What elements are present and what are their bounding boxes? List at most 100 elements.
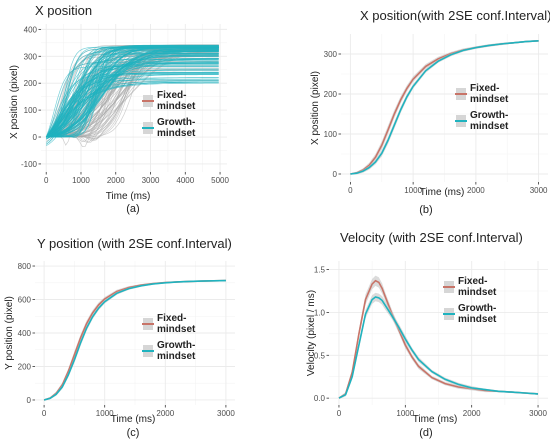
x-tick-label: 1000 (404, 186, 422, 195)
legend-key-fixed (142, 95, 154, 107)
legend-label-line: Fixed- (157, 90, 186, 101)
legend-key-fixed (455, 88, 467, 100)
legend-label-line: mindset (470, 121, 509, 132)
axes: 0 1000 2000 3000 0 100 200 300 (324, 50, 548, 195)
trajectory-line (46, 59, 219, 140)
y-tick-label: 200 (18, 362, 32, 371)
legend: Fixed-mindset Growth-mindset (443, 276, 497, 325)
x-axis-label: Time (ms) (413, 414, 458, 425)
legend-label: Growth-mindset (157, 117, 196, 139)
series-line-growth (43, 279, 226, 401)
legend-label-line: mindset (157, 101, 196, 112)
legend-label-line: mindset (157, 324, 196, 335)
legend-label: Fixed-mindset (470, 83, 509, 105)
y-axis-label: X position (pixel) (310, 71, 321, 145)
trajectory-line (45, 51, 219, 138)
legend-label: Fixed-mindset (458, 276, 497, 298)
y-tick-label: 0 (33, 133, 38, 142)
trajectory-line (45, 78, 219, 138)
legend-label-line: mindset (470, 94, 509, 105)
x-axis-label: Time (ms) (420, 187, 465, 198)
series-layer (338, 275, 539, 399)
y-tick-label: 1.0 (314, 308, 326, 317)
chart-title: X position(with 2SE conf.Interval) (360, 8, 550, 23)
trajectory-line (45, 53, 219, 138)
x-axis-label: Time (ms) (106, 191, 151, 202)
y-tick-label: 0.0 (314, 394, 326, 403)
x-axis-label: Time (ms) (111, 414, 156, 425)
y-tick-label: 800 (18, 262, 32, 271)
trajectory-line (46, 60, 219, 138)
y-tick-label: 400 (24, 25, 38, 34)
y-tick-label: 0 (27, 396, 32, 405)
y-tick-label: 0 (333, 170, 338, 179)
legend-label-line: Growth- (157, 117, 195, 128)
legend-label: Fixed-mindset (157, 313, 196, 335)
trajectory-line (46, 45, 219, 138)
panel-b: 0 1000 2000 3000 0 100 200 300 X position(with 2… (310, 8, 550, 216)
legend-label-line: Fixed- (157, 313, 186, 324)
legend-key-growth (455, 115, 467, 127)
axes: 0 1000 2000 3000 0.0 0.5 1.0 1.5 (314, 266, 548, 418)
grid (35, 261, 235, 405)
trajectory-line (45, 81, 219, 138)
x-tick-label: 2000 (107, 176, 125, 185)
x-tick-label: 0 (44, 176, 49, 185)
x-tick-label: 5000 (211, 176, 229, 185)
series-layer (43, 279, 226, 401)
series-line-growth (338, 296, 539, 399)
legend-label-line: Fixed- (470, 83, 499, 94)
y-tick-label: 200 (324, 90, 338, 99)
panel-a: 0 1000 2000 3000 4000 5000 -100 0 100 200 300 400 X … (9, 3, 229, 215)
panel-label: (a) (126, 203, 139, 215)
axes: 0 1000 2000 3000 0 200 400 600 800 (18, 262, 236, 418)
x-tick-label: 3000 (530, 186, 548, 195)
y-tick-label: 200 (24, 79, 38, 88)
x-tick-label: 0 (348, 186, 353, 195)
legend-label: Fixed-mindset (157, 90, 196, 112)
legend-key-fixed (142, 318, 154, 330)
series-line-growth (350, 40, 539, 175)
x-tick-label: 4000 (176, 176, 194, 185)
legend-label-line: Growth- (458, 303, 496, 314)
y-tick-label: 400 (18, 329, 32, 338)
legend-key-fixed (443, 281, 455, 293)
chart-title: X position (35, 3, 92, 18)
x-tick-label: 1000 (72, 176, 90, 185)
y-tick-label: 300 (24, 52, 38, 61)
y-axis-label: X position (pixel) (9, 65, 20, 139)
x-tick-label: 1000 (96, 409, 114, 418)
axes: 0 1000 2000 3000 4000 5000 -100 0 100 200 300 400 (21, 25, 230, 185)
legend-label-line: Fixed- (458, 276, 487, 287)
chart-title: Y position (with 2SE conf.Interval) (37, 236, 232, 251)
series-layer (45, 44, 219, 147)
trajectory-line (46, 54, 219, 138)
trajectory-line (46, 46, 219, 138)
x-tick-label: 2000 (156, 409, 174, 418)
y-tick-label: 1.5 (314, 266, 326, 275)
legend-key-growth (443, 308, 455, 320)
legend-label: Growth-mindset (458, 303, 497, 325)
x-tick-label: 3000 (217, 409, 235, 418)
ci-band-growth (44, 280, 226, 401)
trajectory-line (46, 47, 219, 138)
panel-label: (b) (419, 204, 432, 216)
x-tick-label: 0 (337, 409, 342, 418)
trajectory-line (45, 62, 219, 138)
legend-label-line: mindset (157, 128, 196, 139)
x-tick-label: 3000 (142, 176, 160, 185)
x-tick-label: 1000 (396, 409, 414, 418)
series-layer (350, 40, 539, 175)
legend-label-line: mindset (157, 351, 196, 362)
legend-label-line: mindset (458, 287, 497, 298)
trajectory-line (45, 60, 219, 138)
chart-title: Velocity (with 2SE conf.Interval) (340, 230, 523, 245)
trajectory-line (45, 66, 219, 138)
legend-label: Growth-mindset (470, 110, 509, 132)
panel-c: 0 1000 2000 3000 0 200 400 600 800 Y position (wi… (4, 236, 235, 439)
legend-label-line: Growth- (157, 340, 195, 351)
trajectory-line (46, 48, 219, 138)
